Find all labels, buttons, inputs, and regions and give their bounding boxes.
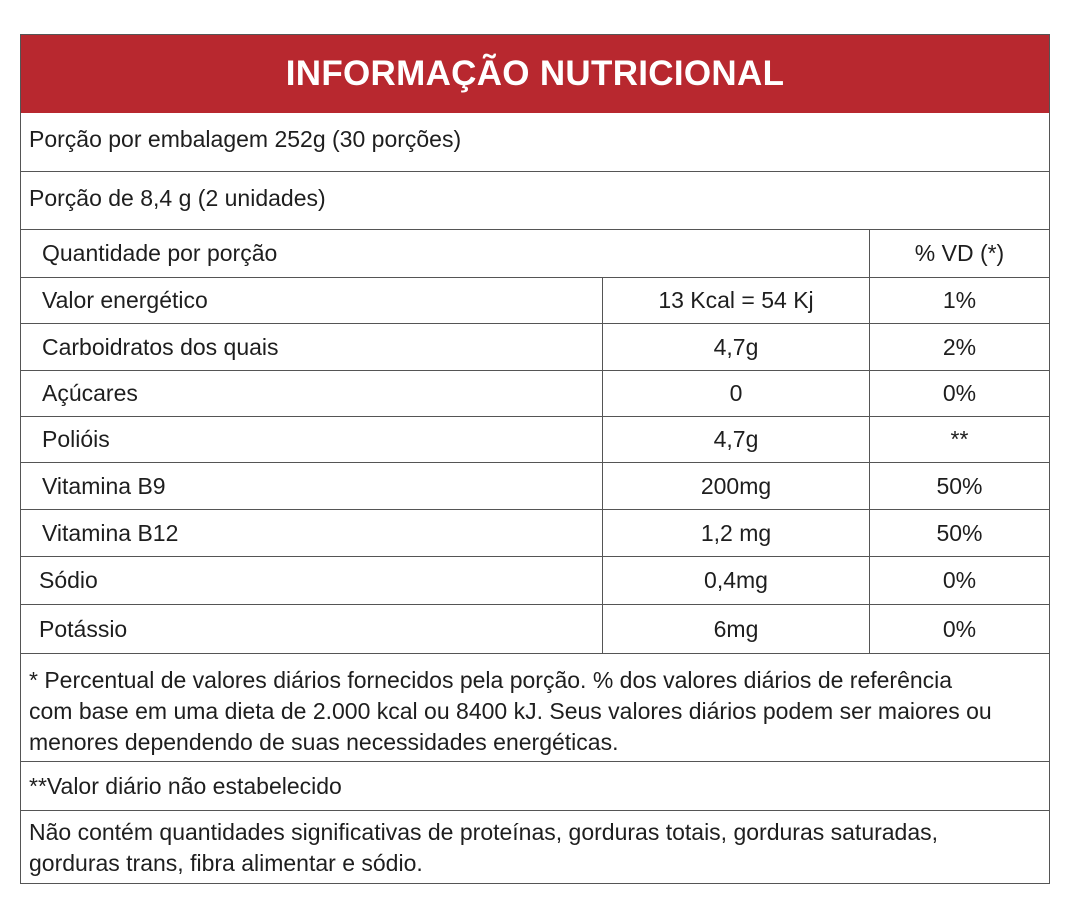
nutrient-vd: 0% (869, 371, 1049, 416)
not-established-note: **Valor diário não estabelecido (21, 762, 1049, 811)
nutrient-name: Vitamina B9 (42, 472, 166, 499)
nutrient-vd: 0% (869, 557, 1049, 604)
portion-row: Porção de 8,4 g (2 unidades) (21, 172, 1049, 230)
table-row: Vitamina B9 200mg 50% (21, 463, 1049, 510)
footnote-line: * Percentual de valores diários fornecid… (29, 667, 953, 693)
nutrient-name: Valor energético (42, 287, 208, 313)
nutrient-vd: 1% (869, 278, 1049, 323)
not-contains-line: Não contém quantidades significativas de… (29, 819, 939, 845)
nutrient-name: Potássio (39, 615, 128, 642)
nutrient-name: Açúcares (42, 380, 138, 406)
table-row: Açúcares 0 0% (21, 371, 1049, 417)
footnote-line: menores dependendo de suas necessidades … (29, 729, 619, 755)
nutrient-amount: 200mg (602, 463, 869, 509)
nutrient-name: Carboidratos dos quais (42, 333, 279, 360)
table-row: Valor energético 13 Kcal = 54 Kj 1% (21, 278, 1049, 324)
nutrient-name: Sódio (39, 567, 98, 593)
not-contains-line: gorduras trans, fibra alimentar e sódio. (29, 850, 423, 876)
not-contains-note: Não contém quantidades significativas de… (21, 811, 1049, 883)
nutrient-vd: 2% (869, 324, 1049, 370)
nutrient-vd: 50% (869, 463, 1049, 509)
daily-value-footnote: * Percentual de valores diários fornecid… (21, 654, 1049, 762)
table-row: Vitamina B12 1,2 mg 50% (21, 510, 1049, 557)
nutrient-vd: ** (869, 417, 1049, 462)
serving-per-package-row: Porção por embalagem 252g (30 porções) (21, 113, 1049, 172)
header-quantity-label: Quantidade por porção (42, 240, 278, 266)
nutrition-facts-panel: INFORMAÇÃO NUTRICIONAL Porção por embala… (20, 34, 1050, 884)
nutrient-amount: 4,7g (602, 324, 869, 370)
portion-text: Porção de 8,4 g (2 unidades) (29, 185, 326, 211)
nutrition-title: INFORMAÇÃO NUTRICIONAL (21, 35, 1049, 113)
nutrient-vd: 50% (869, 510, 1049, 556)
nutrient-vd: 0% (869, 605, 1049, 653)
footnote-line: com base em uma dieta de 2.000 kcal ou 8… (29, 698, 992, 724)
nutrient-name: Polióis (42, 426, 110, 452)
nutrient-amount: 0 (602, 371, 869, 416)
table-row: Sódio 0,4mg 0% (21, 557, 1049, 605)
nutrient-amount: 0,4mg (602, 557, 869, 604)
not-established-text: **Valor diário não estabelecido (29, 773, 342, 799)
table-row: Polióis 4,7g ** (21, 417, 1049, 463)
serving-per-package-text: Porção por embalagem 252g (30 porções) (29, 126, 462, 152)
nutrient-amount: 1,2 mg (602, 510, 869, 556)
table-header-row: Quantidade por porção % VD (*) (21, 230, 1049, 278)
table-row: Potássio 6mg 0% (21, 605, 1049, 654)
nutrient-amount: 6mg (602, 605, 869, 653)
nutrient-name: Vitamina B12 (42, 519, 179, 546)
nutrient-amount: 4,7g (602, 417, 869, 462)
header-vd-label: % VD (*) (869, 230, 1049, 277)
table-row: Carboidratos dos quais 4,7g 2% (21, 324, 1049, 371)
nutrient-amount: 13 Kcal = 54 Kj (602, 278, 869, 323)
